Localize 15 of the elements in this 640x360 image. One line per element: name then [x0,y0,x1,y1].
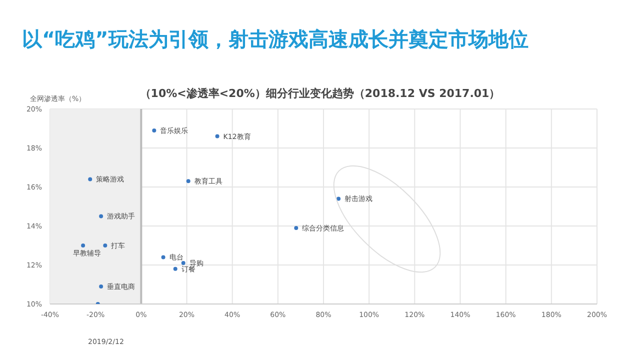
point [181,261,186,266]
point [336,196,341,201]
point [103,244,108,248]
point [81,244,86,248]
point [294,226,298,230]
point [152,128,156,132]
point [161,255,166,260]
point [215,134,220,138]
chart-subtitle: （10%<渗透率<20%）细分行业变化趋势（2018.12 VS 2017.01） [140,87,500,100]
chart-title: 以“吃鸡”玩法为引领，射击游戏高速成长并奠定市场地位 [22,26,528,53]
point [99,214,104,218]
point [99,284,104,288]
point [186,179,190,184]
point [88,177,92,182]
point [173,266,178,271]
